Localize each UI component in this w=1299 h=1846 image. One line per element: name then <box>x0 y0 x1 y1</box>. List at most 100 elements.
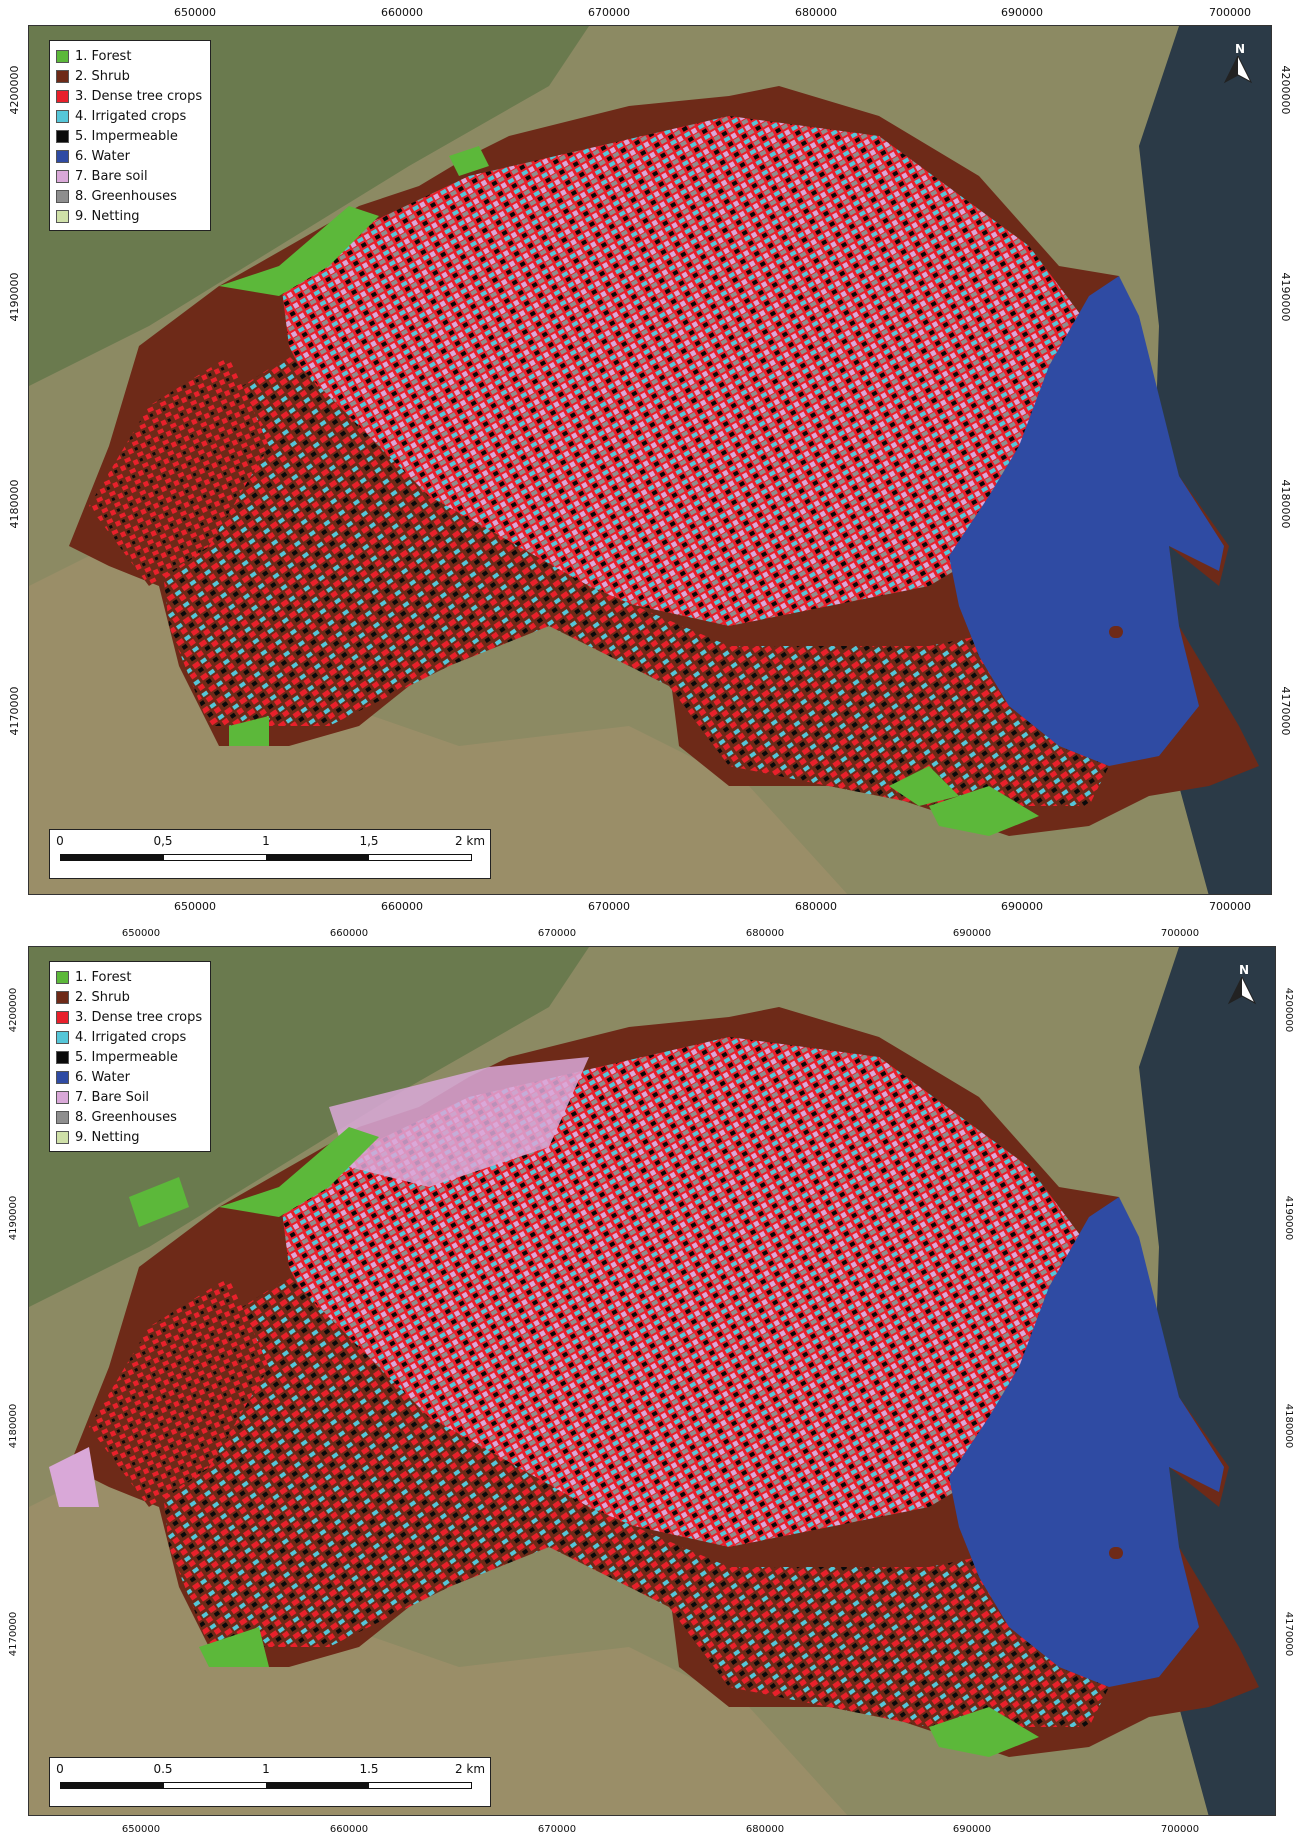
x-tick-top: 700000 <box>1209 6 1251 19</box>
legend-label: 4. Irrigated crops <box>75 108 187 124</box>
legend-item-bare-soil: 7. Bare soil <box>56 166 202 186</box>
x-tick-bottom: 700000 <box>1209 900 1251 913</box>
x-tick-top: 660000 <box>381 6 423 19</box>
classification-map <box>29 26 1271 894</box>
map-frame: 1. Forest 2. Shrub 3. Dense tree crops 4… <box>28 25 1272 895</box>
legend-label: 9. Netting <box>75 208 140 224</box>
legend-label: 5. Impermeable <box>75 1049 178 1065</box>
legend-label: 3. Dense tree crops <box>75 1009 203 1025</box>
legend-swatch <box>56 1070 69 1084</box>
x-tick-bottom: 690000 <box>1001 900 1043 913</box>
legend-item-netting: 9. Netting <box>56 1127 202 1147</box>
legend-swatch <box>56 1030 69 1044</box>
legend-label: 3. Dense tree crops <box>75 88 203 104</box>
legend-item-water: 6. Water <box>56 146 202 166</box>
x-tick-bottom: 690000 <box>952 1824 992 1835</box>
y-tick-left: 4190000 <box>8 272 21 322</box>
y-tick-right: 4170000 <box>1283 1611 1294 1657</box>
legend-label: 6. Water <box>75 148 130 164</box>
legend-swatch <box>56 69 69 83</box>
scale-label: 1.5 <box>359 1762 379 1776</box>
y-tick-right: 4200000 <box>1279 65 1292 115</box>
legend-swatch <box>56 89 69 103</box>
legend-swatch <box>56 970 69 984</box>
x-tick-bottom: 670000 <box>537 1824 577 1835</box>
legend-label: 2. Shrub <box>75 989 130 1005</box>
scale-label: 1,5 <box>359 834 379 848</box>
legend-item-greenhouses: 8. Greenhouses <box>56 186 202 206</box>
y-tick-right: 4170000 <box>1279 686 1292 736</box>
map-panel-top: 1. Forest 2. Shrub 3. Dense tree crops 4… <box>28 25 1272 895</box>
scale-label: 0 <box>56 1762 64 1776</box>
legend-swatch <box>56 189 69 203</box>
scale-label: 0,5 <box>153 834 173 848</box>
x-tick-top: 700000 <box>1160 928 1200 939</box>
x-tick-bottom: 670000 <box>588 900 630 913</box>
scale-bar: 0 0,5 1 1,5 2 km <box>49 829 491 879</box>
x-tick-top: 660000 <box>329 928 369 939</box>
legend-label: 7. Bare Soil <box>75 1089 150 1105</box>
x-tick-top: 670000 <box>588 6 630 19</box>
legend-item-irrigated-crops: 4. Irrigated crops <box>56 106 202 126</box>
legend-label: 2. Shrub <box>75 68 130 84</box>
legend-item-forest: 1. Forest <box>56 967 202 987</box>
legend-label: 4. Irrigated crops <box>75 1029 187 1045</box>
y-tick-right: 4190000 <box>1283 1195 1294 1241</box>
map-panel-bottom: 1. Forest 2. Shrub 3. Dense tree crops 4… <box>28 946 1276 1816</box>
x-tick-bottom: 650000 <box>174 900 216 913</box>
legend-swatch <box>56 49 69 63</box>
legend-item-netting: 9. Netting <box>56 206 202 226</box>
legend-item-greenhouses: 8. Greenhouses <box>56 1107 202 1127</box>
y-tick-right: 4180000 <box>1283 1403 1294 1449</box>
legend-item-dense-tree-crops: 3. Dense tree crops <box>56 86 202 106</box>
legend-swatch <box>56 1130 69 1144</box>
legend-item-impermeable: 5. Impermeable <box>56 1047 202 1067</box>
legend-swatch <box>56 990 69 1004</box>
scale-label: 0 <box>56 834 64 848</box>
legend-swatch <box>56 1110 69 1124</box>
scale-label: 2 km <box>454 834 486 848</box>
legend-label: 7. Bare soil <box>75 168 148 184</box>
x-tick-bottom: 680000 <box>795 900 837 913</box>
x-tick-bottom: 650000 <box>121 1824 161 1835</box>
y-tick-left: 4200000 <box>8 987 19 1033</box>
x-tick-top: 680000 <box>745 928 785 939</box>
scale-label: 1 <box>262 834 270 848</box>
legend-swatch <box>56 109 69 123</box>
legend-item-forest: 1. Forest <box>56 46 202 66</box>
scale-label: 1 <box>262 1762 270 1776</box>
legend-swatch <box>56 1090 69 1104</box>
x-tick-top: 670000 <box>537 928 577 939</box>
legend-label: 1. Forest <box>75 969 132 985</box>
x-tick-top: 650000 <box>174 6 216 19</box>
map-legend: 1. Forest 2. Shrub 3. Dense tree crops 4… <box>49 961 212 1152</box>
north-label: N <box>1238 963 1250 977</box>
x-tick-top: 690000 <box>1001 6 1043 19</box>
legend-item-bare-soil: 7. Bare Soil <box>56 1087 202 1107</box>
y-tick-left: 4180000 <box>8 479 21 529</box>
y-tick-left: 4180000 <box>8 1403 19 1449</box>
north-arrow-shape <box>1223 56 1253 84</box>
legend-swatch <box>56 129 69 143</box>
legend-label: 8. Greenhouses <box>75 1109 177 1125</box>
legend-item-irrigated-crops: 4. Irrigated crops <box>56 1027 202 1047</box>
legend-label: 8. Greenhouses <box>75 188 177 204</box>
legend-swatch <box>56 169 69 183</box>
y-tick-right: 4200000 <box>1283 987 1294 1033</box>
legend-item-dense-tree-crops: 3. Dense tree crops <box>56 1007 202 1027</box>
north-label: N <box>1234 42 1246 56</box>
y-tick-right: 4180000 <box>1279 479 1292 529</box>
x-tick-bottom: 700000 <box>1160 1824 1200 1835</box>
x-tick-bottom: 660000 <box>381 900 423 913</box>
classification-map <box>29 947 1275 1815</box>
legend-label: 1. Forest <box>75 48 132 64</box>
x-tick-top: 650000 <box>121 928 161 939</box>
x-tick-bottom: 680000 <box>745 1824 785 1835</box>
y-tick-left: 4170000 <box>8 686 21 736</box>
x-tick-bottom: 660000 <box>329 1824 369 1835</box>
y-tick-right: 4190000 <box>1279 272 1292 322</box>
x-tick-top: 690000 <box>952 928 992 939</box>
legend-label: 6. Water <box>75 1069 130 1085</box>
north-arrow-icon: N <box>1227 963 1261 1007</box>
y-tick-left: 4200000 <box>8 65 21 115</box>
